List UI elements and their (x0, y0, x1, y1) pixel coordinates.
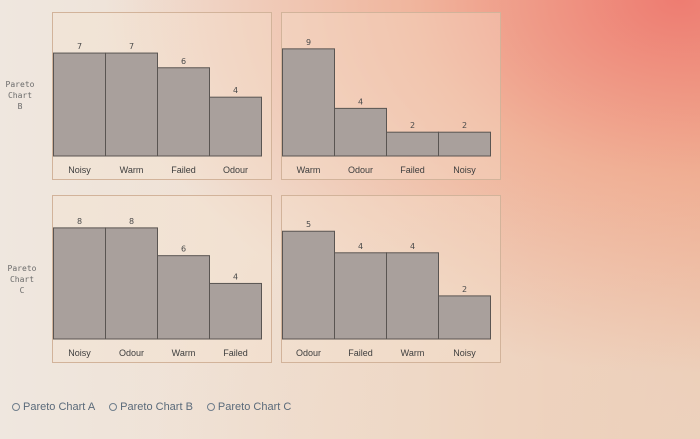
option-pareto-chart-a[interactable]: Pareto Chart A (12, 401, 95, 413)
answer-options: Pareto Chart A Pareto Chart B Pareto Cha… (12, 401, 291, 413)
option-label: Pareto Chart C (217, 401, 292, 413)
bar-value-label: 9 (306, 38, 311, 47)
chart-panel-c-left: 8 Noisy 8 Odour 6 Warm 4 Failed (52, 195, 272, 363)
chart-panel-b-right: 9 Warm 4 Odour 2 Failed 2 Noisy (281, 12, 501, 180)
category-label: Failed (171, 165, 196, 175)
bar-noisy (438, 295, 491, 340)
radio-button[interactable] (109, 403, 118, 411)
bar-failed (334, 252, 387, 340)
side-label-line: Pareto (5, 80, 35, 89)
bar-odour (105, 227, 158, 340)
bar-failed (209, 282, 262, 340)
category-label: Odour (119, 348, 144, 358)
bar-value-label: 2 (410, 121, 415, 130)
side-label-chart-b: Pareto Chart B (0, 79, 40, 112)
bar-value-label: 6 (181, 245, 186, 254)
side-label-line: Pareto (7, 264, 37, 273)
bar-value-label: 4 (233, 272, 238, 281)
bar-chart-c-left: 8 Noisy 8 Odour 6 Warm 4 Failed (53, 217, 262, 358)
bar-value-label: 5 (306, 220, 311, 229)
bar-warm (105, 52, 158, 157)
category-label: Warm (297, 165, 321, 175)
category-label: Failed (400, 165, 425, 175)
side-label-chart-c: Pareto Chart C (2, 263, 42, 296)
category-label: Noisy (68, 348, 91, 358)
bar-value-label: 7 (129, 42, 134, 51)
bar-warm (282, 48, 335, 157)
option-label: Pareto Chart B (120, 401, 193, 413)
category-label: Noisy (453, 165, 476, 175)
side-label-line: Chart (7, 91, 33, 100)
bar-value-label: 4 (358, 242, 363, 251)
radio-button[interactable] (12, 403, 20, 411)
bar-value-label: 4 (358, 97, 363, 106)
bar-failed (157, 67, 210, 157)
bar-failed (386, 131, 439, 157)
category-label: Warm (401, 348, 425, 358)
bar-value-label: 7 (77, 42, 82, 51)
bar-noisy (438, 131, 491, 157)
bar-value-label: 4 (233, 86, 238, 95)
bar-odour (282, 230, 335, 340)
category-label: Noisy (453, 348, 476, 358)
bar-value-label: 8 (77, 217, 82, 226)
bar-noisy (53, 52, 106, 157)
bar-odour (334, 107, 387, 157)
bar-chart-b-left: 7 Noisy 7 Warm 6 Failed 4 Odour (53, 42, 262, 175)
chart-panel-b-left: 7 Noisy 7 Warm 6 Failed 4 Odour (52, 12, 272, 180)
category-label: Failed (348, 348, 373, 358)
bar-warm (157, 255, 210, 340)
bar-chart-b-right: 9 Warm 4 Odour 2 Failed 2 Noisy (282, 38, 491, 175)
radio-button[interactable] (206, 403, 215, 411)
bar-value-label: 8 (129, 217, 134, 226)
category-label: Odour (348, 165, 373, 175)
bar-odour (209, 96, 262, 157)
category-label: Odour (223, 165, 248, 175)
category-label: Warm (120, 165, 144, 175)
bar-value-label: 4 (410, 242, 415, 251)
category-label: Noisy (68, 165, 91, 175)
option-pareto-chart-c[interactable]: Pareto Chart C (206, 401, 292, 413)
chart-panel-c-right: 5 Odour 4 Failed 4 Warm 2 Noisy (281, 195, 501, 363)
category-label: Odour (296, 348, 321, 358)
bar-chart-c-right: 5 Odour 4 Failed 4 Warm 2 Noisy (282, 220, 491, 358)
bar-value-label: 2 (462, 121, 467, 130)
category-label: Failed (223, 348, 248, 358)
bar-value-label: 6 (181, 57, 186, 66)
side-label-line: B (17, 102, 23, 111)
option-label: Pareto Chart A (23, 401, 96, 413)
category-label: Warm (172, 348, 196, 358)
bar-noisy (53, 227, 106, 340)
side-label-line: Chart (9, 275, 35, 284)
bar-value-label: 2 (462, 285, 467, 294)
side-label-line: C (19, 286, 25, 295)
option-pareto-chart-b[interactable]: Pareto Chart B (109, 401, 193, 413)
bar-warm (386, 252, 439, 340)
